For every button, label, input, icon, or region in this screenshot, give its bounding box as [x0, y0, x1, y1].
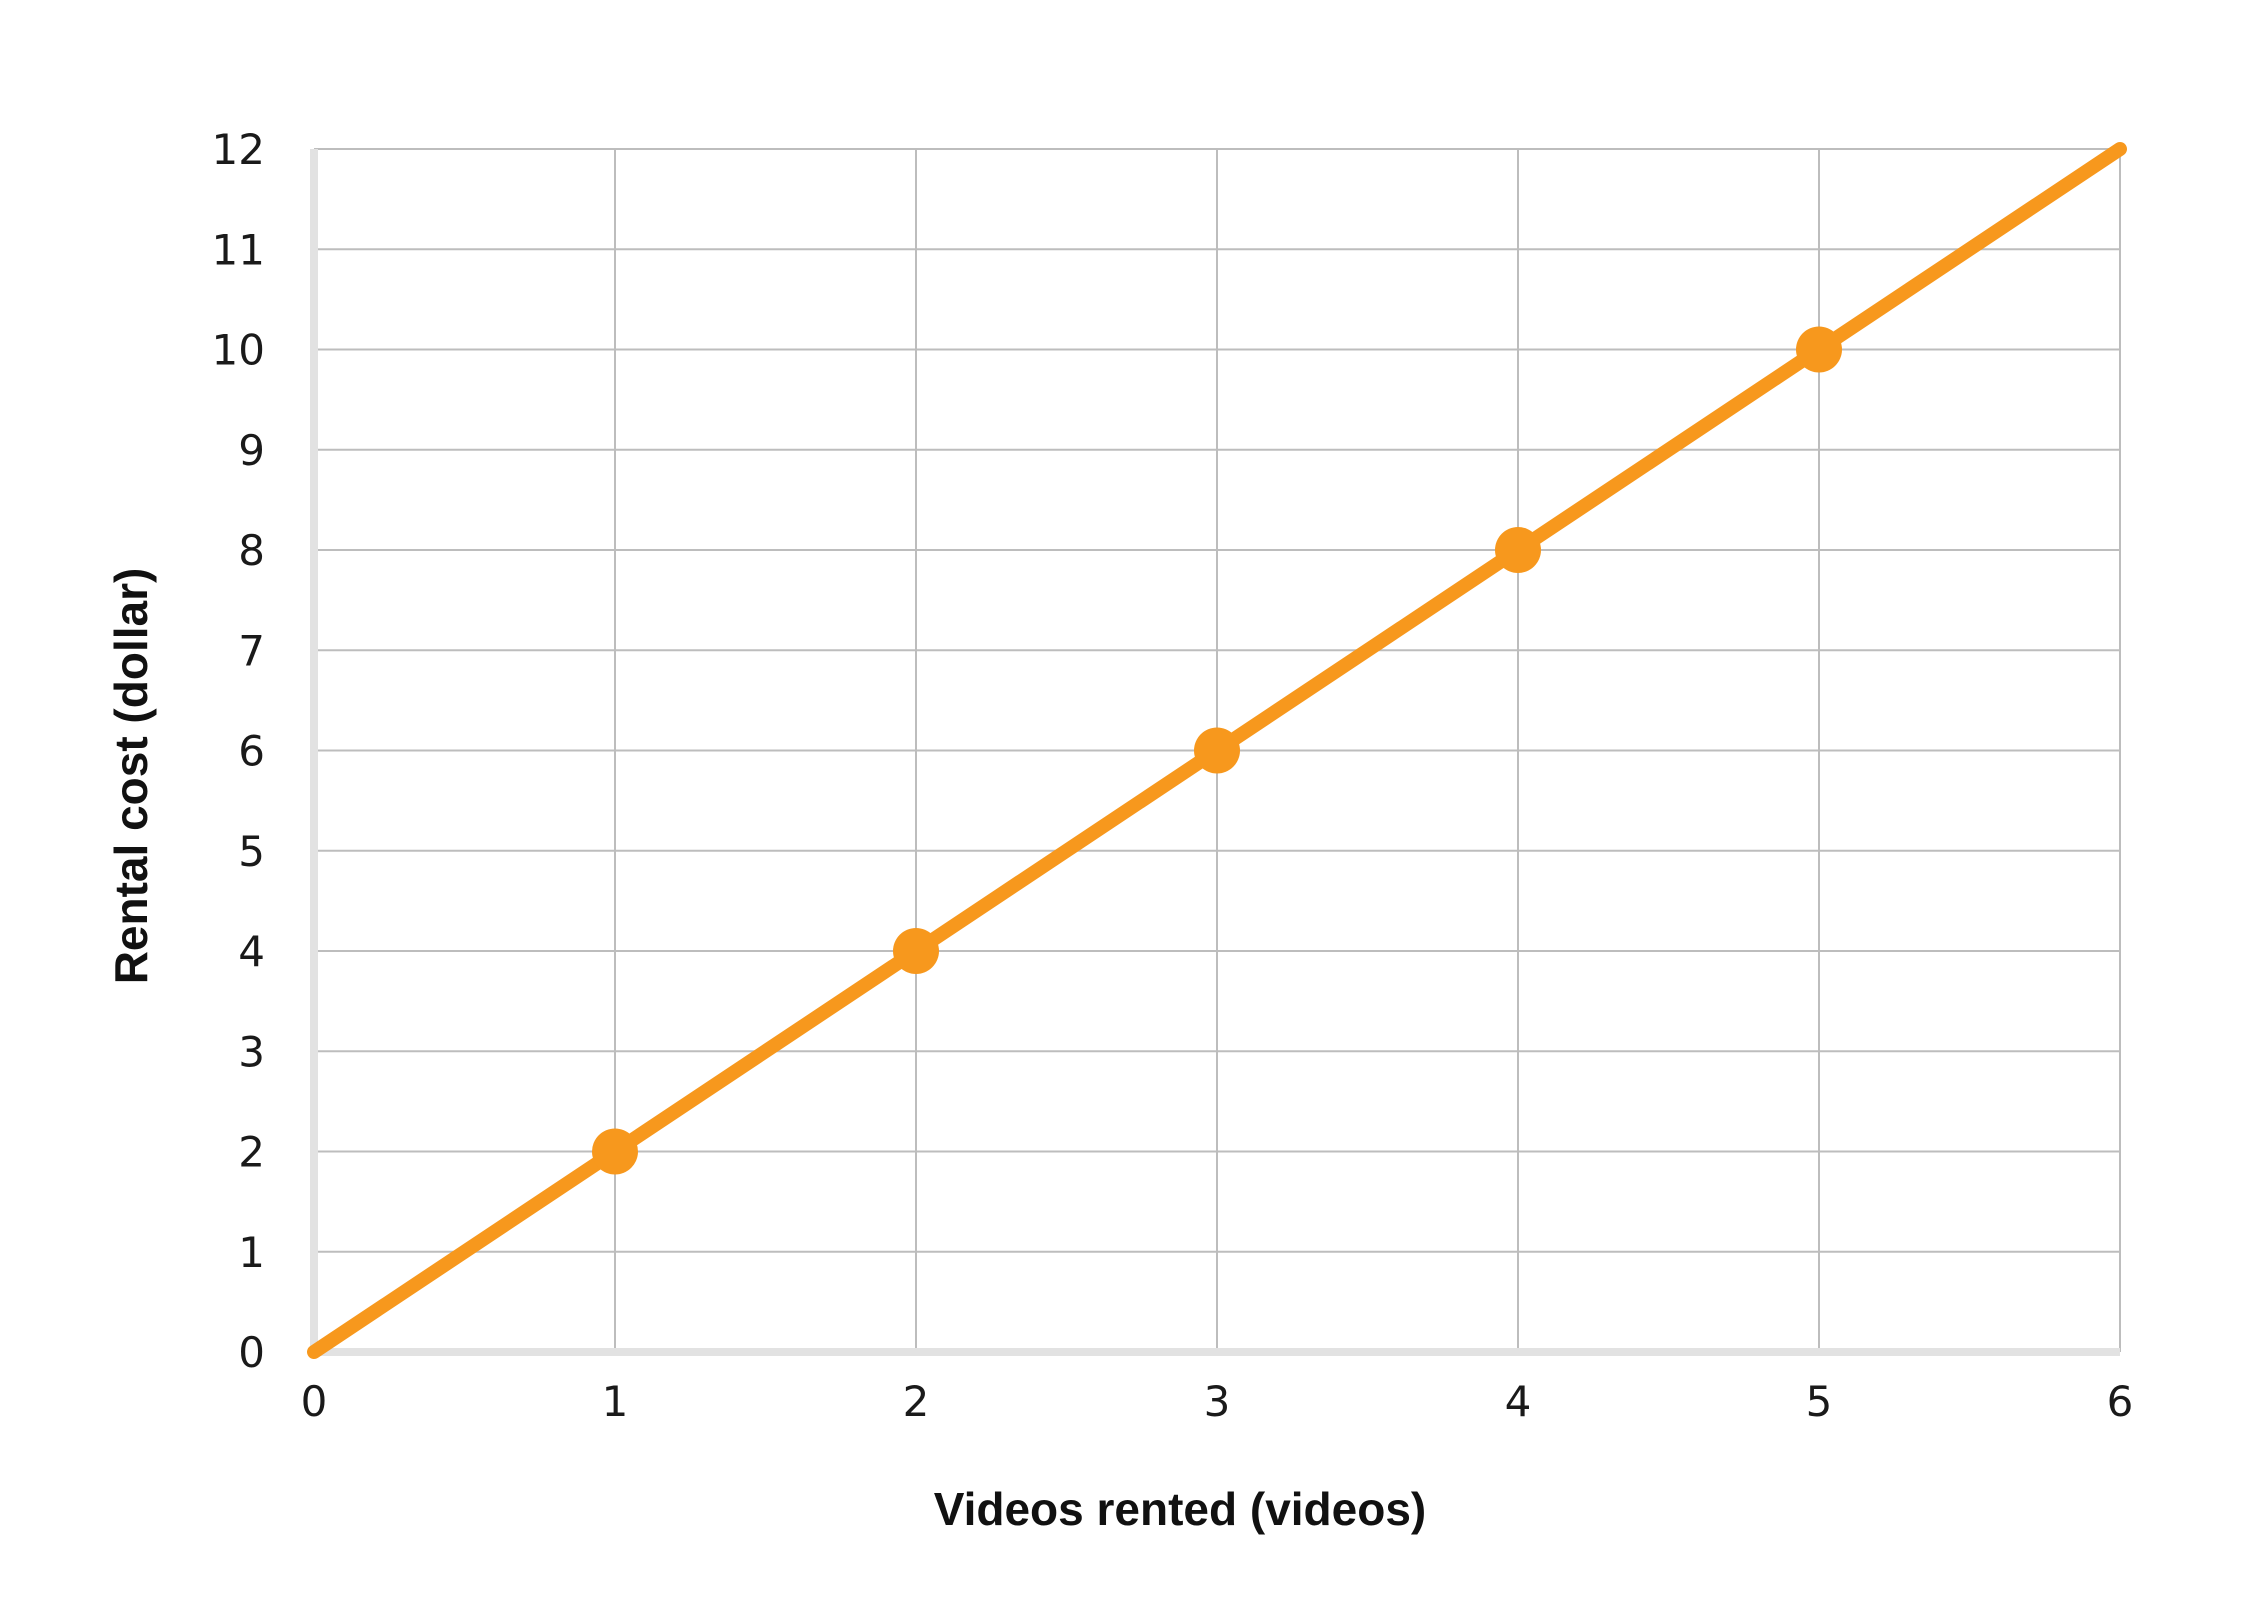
data-point: [1194, 727, 1240, 774]
y-tick-label: 11: [212, 225, 265, 274]
series-cost: [307, 142, 2127, 1359]
x-tick-label: 4: [1505, 1377, 1532, 1426]
y-tick-label: 4: [238, 927, 265, 976]
x-tick-label: 6: [2107, 1377, 2134, 1426]
x-tick-label: 2: [903, 1377, 930, 1426]
data-point: [1796, 326, 1842, 373]
y-tick-label: 12: [212, 125, 265, 174]
y-tick-label: 9: [238, 426, 265, 475]
data-point: [592, 1128, 638, 1175]
y-tick-label: 7: [238, 626, 265, 675]
data-point: [893, 928, 939, 974]
y-axis-title: Rental cost (dollar): [105, 568, 157, 985]
y-tick-label: 6: [238, 727, 265, 776]
data-point: [1495, 527, 1541, 573]
axes: [310, 149, 2120, 1356]
x-tick-label: 3: [1204, 1377, 1231, 1426]
x-tick-labels: 0 1 2 3 4 5 6: [301, 1377, 2134, 1426]
x-tick-label: 1: [602, 1377, 629, 1426]
x-tick-label: 5: [1806, 1377, 1833, 1426]
y-tick-label: 3: [238, 1027, 265, 1076]
y-tick-label: 5: [238, 827, 265, 876]
y-tick-label: 8: [238, 526, 265, 575]
x-axis-title: Videos rented (videos): [934, 1483, 1427, 1535]
x-tick-label: 0: [301, 1377, 328, 1426]
y-tick-label: 10: [212, 326, 265, 375]
y-tick-label: 0: [238, 1328, 265, 1377]
y-tick-label: 1: [238, 1228, 265, 1277]
y-tick-label: 2: [238, 1128, 265, 1177]
